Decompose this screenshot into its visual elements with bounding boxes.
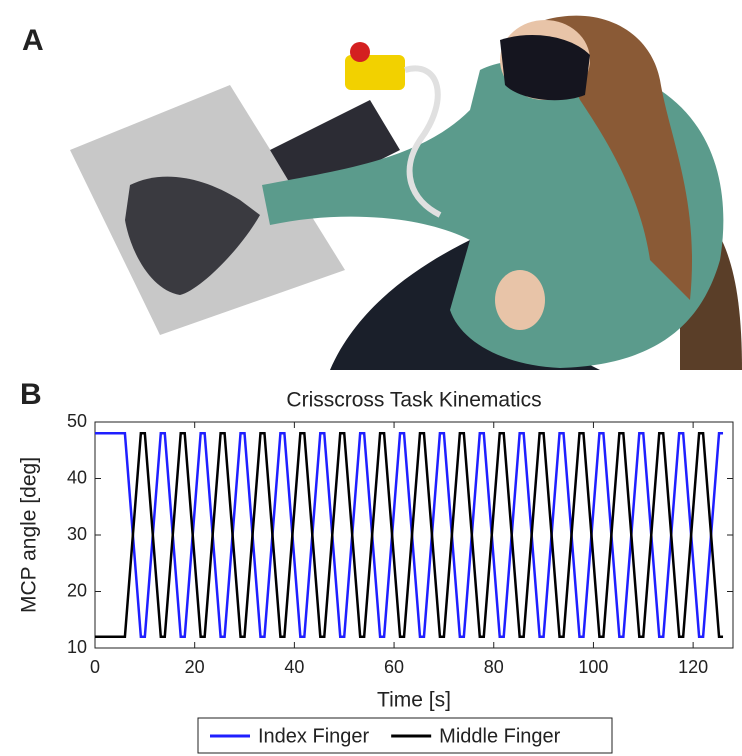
x-tick-label: 0 [90, 657, 100, 677]
x-tick-label: 40 [284, 657, 304, 677]
stop-button [350, 42, 370, 62]
x-tick-label: 100 [578, 657, 608, 677]
y-tick-label: 20 [67, 580, 87, 600]
y-tick-label: 10 [67, 637, 87, 657]
hand [495, 270, 545, 330]
x-tick-label: 20 [185, 657, 205, 677]
stop-button-box [345, 55, 405, 90]
y-axis-label: MCP angle [deg] [18, 457, 41, 613]
legend-label: Index Finger [258, 725, 370, 747]
chart-title: Crisscross Task Kinematics [286, 389, 541, 412]
x-tick-label: 60 [384, 657, 404, 677]
y-tick-label: 40 [67, 467, 87, 487]
legend-label: Middle Finger [439, 725, 561, 747]
panel-label: A [22, 24, 44, 57]
figure: A B Crisscross Task Kinematics Time [s] … [0, 0, 742, 756]
x-tick-label: 80 [484, 657, 504, 677]
photo: A [0, 0, 742, 370]
panel-label: B [20, 378, 42, 411]
y-tick-label: 30 [67, 524, 87, 544]
legend: Index Finger Middle Finger [198, 718, 612, 753]
x-axis-label: Time [s] [377, 689, 451, 712]
y-tick-label: 50 [67, 411, 87, 431]
x-tick-label: 120 [678, 657, 708, 677]
